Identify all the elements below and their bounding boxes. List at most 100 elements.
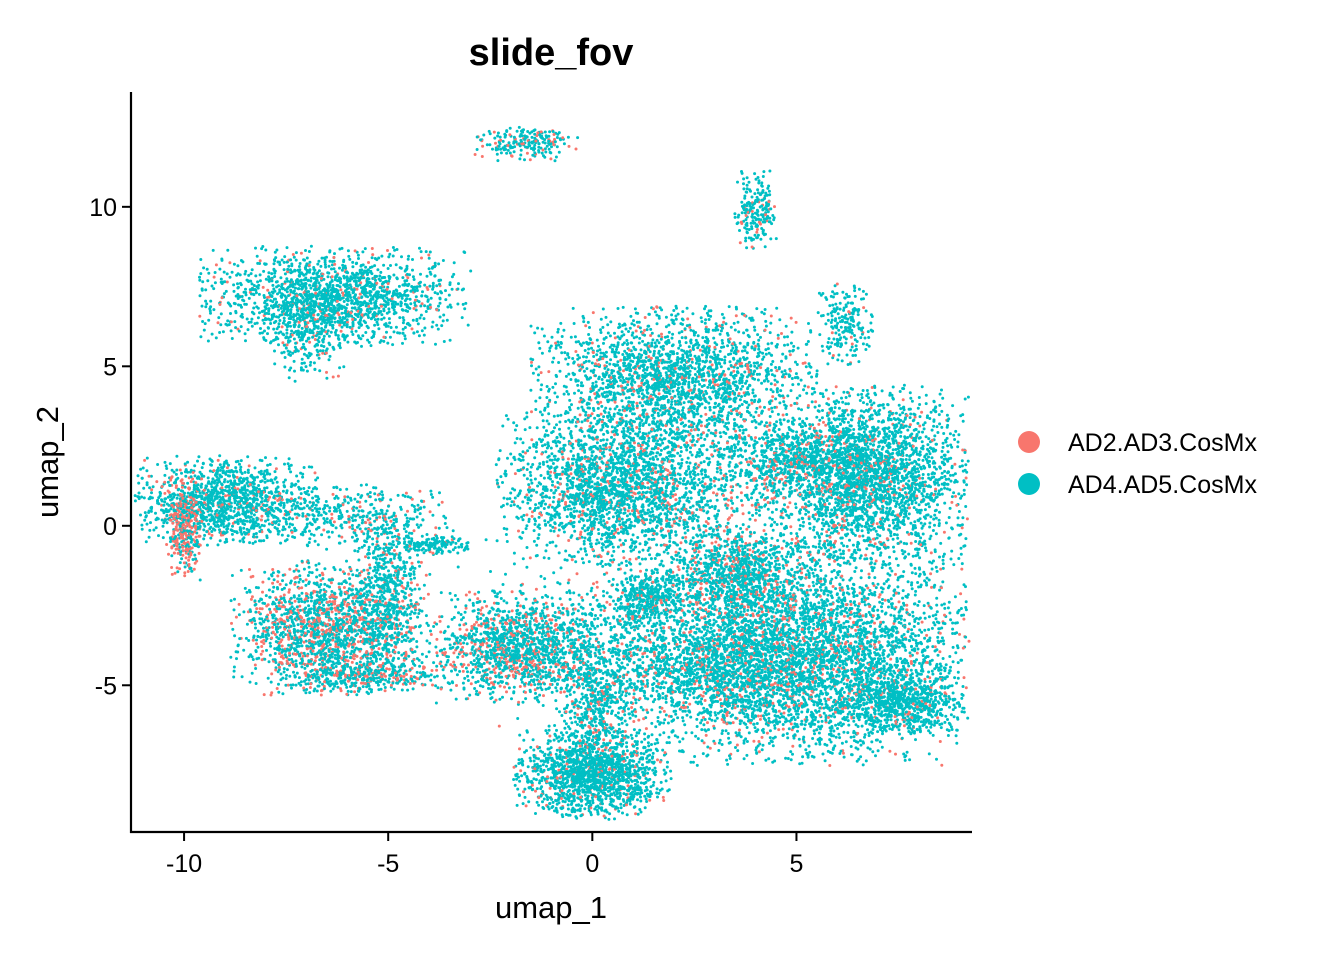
point-ad4-ad5 [306,544,310,548]
point-ad4-ad5 [265,648,268,652]
point-ad4-ad5 [202,266,206,270]
point-ad4-ad5 [359,275,363,279]
point-ad4-ad5 [339,511,342,515]
point-ad4-ad5 [460,288,464,292]
point-ad2-ad3 [179,536,183,540]
point-ad4-ad5 [831,290,835,294]
point-ad4-ad5 [378,340,382,344]
point-ad4-ad5 [343,520,347,524]
point-ad4-ad5 [360,295,364,299]
point-ad4-ad5 [824,296,828,300]
point-ad4-ad5 [217,478,221,482]
point-ad4-ad5 [292,359,296,363]
point-ad4-ad5 [235,273,239,277]
point-ad2-ad3 [336,374,340,378]
point-ad4-ad5 [199,272,203,276]
point-ad4-ad5 [345,324,349,328]
point-ad4-ad5 [137,481,141,485]
point-ad4-ad5 [323,263,327,267]
point-ad4-ad5 [364,265,368,269]
point-ad4-ad5 [397,284,401,288]
point-ad4-ad5 [836,312,840,316]
point-ad4-ad5 [413,289,417,293]
point-ad4-ad5 [316,319,320,323]
point-ad4-ad5 [254,505,258,509]
point-ad4-ad5 [319,264,323,268]
point-ad4-ad5 [221,280,225,284]
point-ad2-ad3 [389,519,393,523]
point-ad2-ad3 [343,495,347,499]
point-ad4-ad5 [364,304,368,308]
point-ad4-ad5 [350,524,354,527]
point-ad4-ad5 [820,314,823,318]
point-ad2-ad3 [382,335,386,339]
point-ad2-ad3 [184,556,188,560]
point-ad4-ad5 [258,273,262,277]
point-ad4-ad5 [148,495,152,499]
point-ad4-ad5 [353,318,357,321]
point-ad4-ad5 [496,134,500,138]
point-ad4-ad5 [328,643,332,647]
point-ad4-ad5 [250,317,254,321]
point-ad4-ad5 [263,296,266,299]
point-ad4-ad5 [359,308,363,312]
point-ad4-ad5 [196,540,199,544]
point-ad2-ad3 [764,213,768,217]
point-ad4-ad5 [283,280,287,284]
point-ad4-ad5 [207,522,210,526]
point-ad4-ad5 [744,218,748,222]
point-ad4-ad5 [398,316,402,320]
point-ad4-ad5 [330,530,334,534]
point-ad2-ad3 [750,209,754,213]
point-ad4-ad5 [431,495,435,499]
point-ad4-ad5 [250,473,254,477]
point-ad4-ad5 [844,316,848,320]
point-ad4-ad5 [266,479,270,483]
point-ad4-ad5 [399,301,403,305]
point-ad4-ad5 [266,619,270,623]
point-ad4-ad5 [366,302,370,306]
point-ad4-ad5 [865,343,869,347]
point-ad4-ad5 [231,627,235,631]
point-ad4-ad5 [292,289,296,293]
point-ad4-ad5 [249,519,252,522]
point-ad4-ad5 [434,342,437,346]
point-ad4-ad5 [733,215,737,219]
point-ad4-ad5 [325,547,329,551]
point-ad4-ad5 [340,526,344,530]
point-ad4-ad5 [337,295,340,298]
point-ad2-ad3 [331,375,335,379]
point-ad4-ad5 [201,503,205,507]
point-ad4-ad5 [366,314,370,317]
point-ad4-ad5 [294,303,298,307]
point-ad4-ad5 [290,492,294,496]
point-ad4-ad5 [839,342,843,346]
point-ad4-ad5 [283,365,287,369]
point-ad4-ad5 [767,184,771,188]
point-ad4-ad5 [433,264,437,268]
point-ad4-ad5 [296,268,300,272]
point-ad4-ad5 [742,204,745,208]
point-ad4-ad5 [209,482,213,486]
point-ad4-ad5 [401,316,405,320]
point-ad4-ad5 [517,125,521,129]
point-ad4-ad5 [280,283,284,287]
point-ad4-ad5 [359,300,363,304]
point-ad4-ad5 [221,492,225,496]
point-ad4-ad5 [305,688,309,691]
point-ad2-ad3 [168,518,172,522]
point-ad4-ad5 [519,153,523,157]
point-ad4-ad5 [232,262,236,266]
point-ad4-ad5 [302,352,306,356]
point-ad4-ad5 [279,276,283,280]
point-ad4-ad5 [239,465,243,469]
point-ad4-ad5 [409,302,413,306]
point-ad4-ad5 [462,250,466,254]
point-ad4-ad5 [347,254,351,258]
point-ad4-ad5 [363,270,367,274]
point-ad2-ad3 [295,516,299,520]
point-ad4-ad5 [360,344,363,348]
point-ad4-ad5 [312,361,316,365]
point-ad4-ad5 [341,263,345,267]
point-ad4-ad5 [152,528,156,532]
